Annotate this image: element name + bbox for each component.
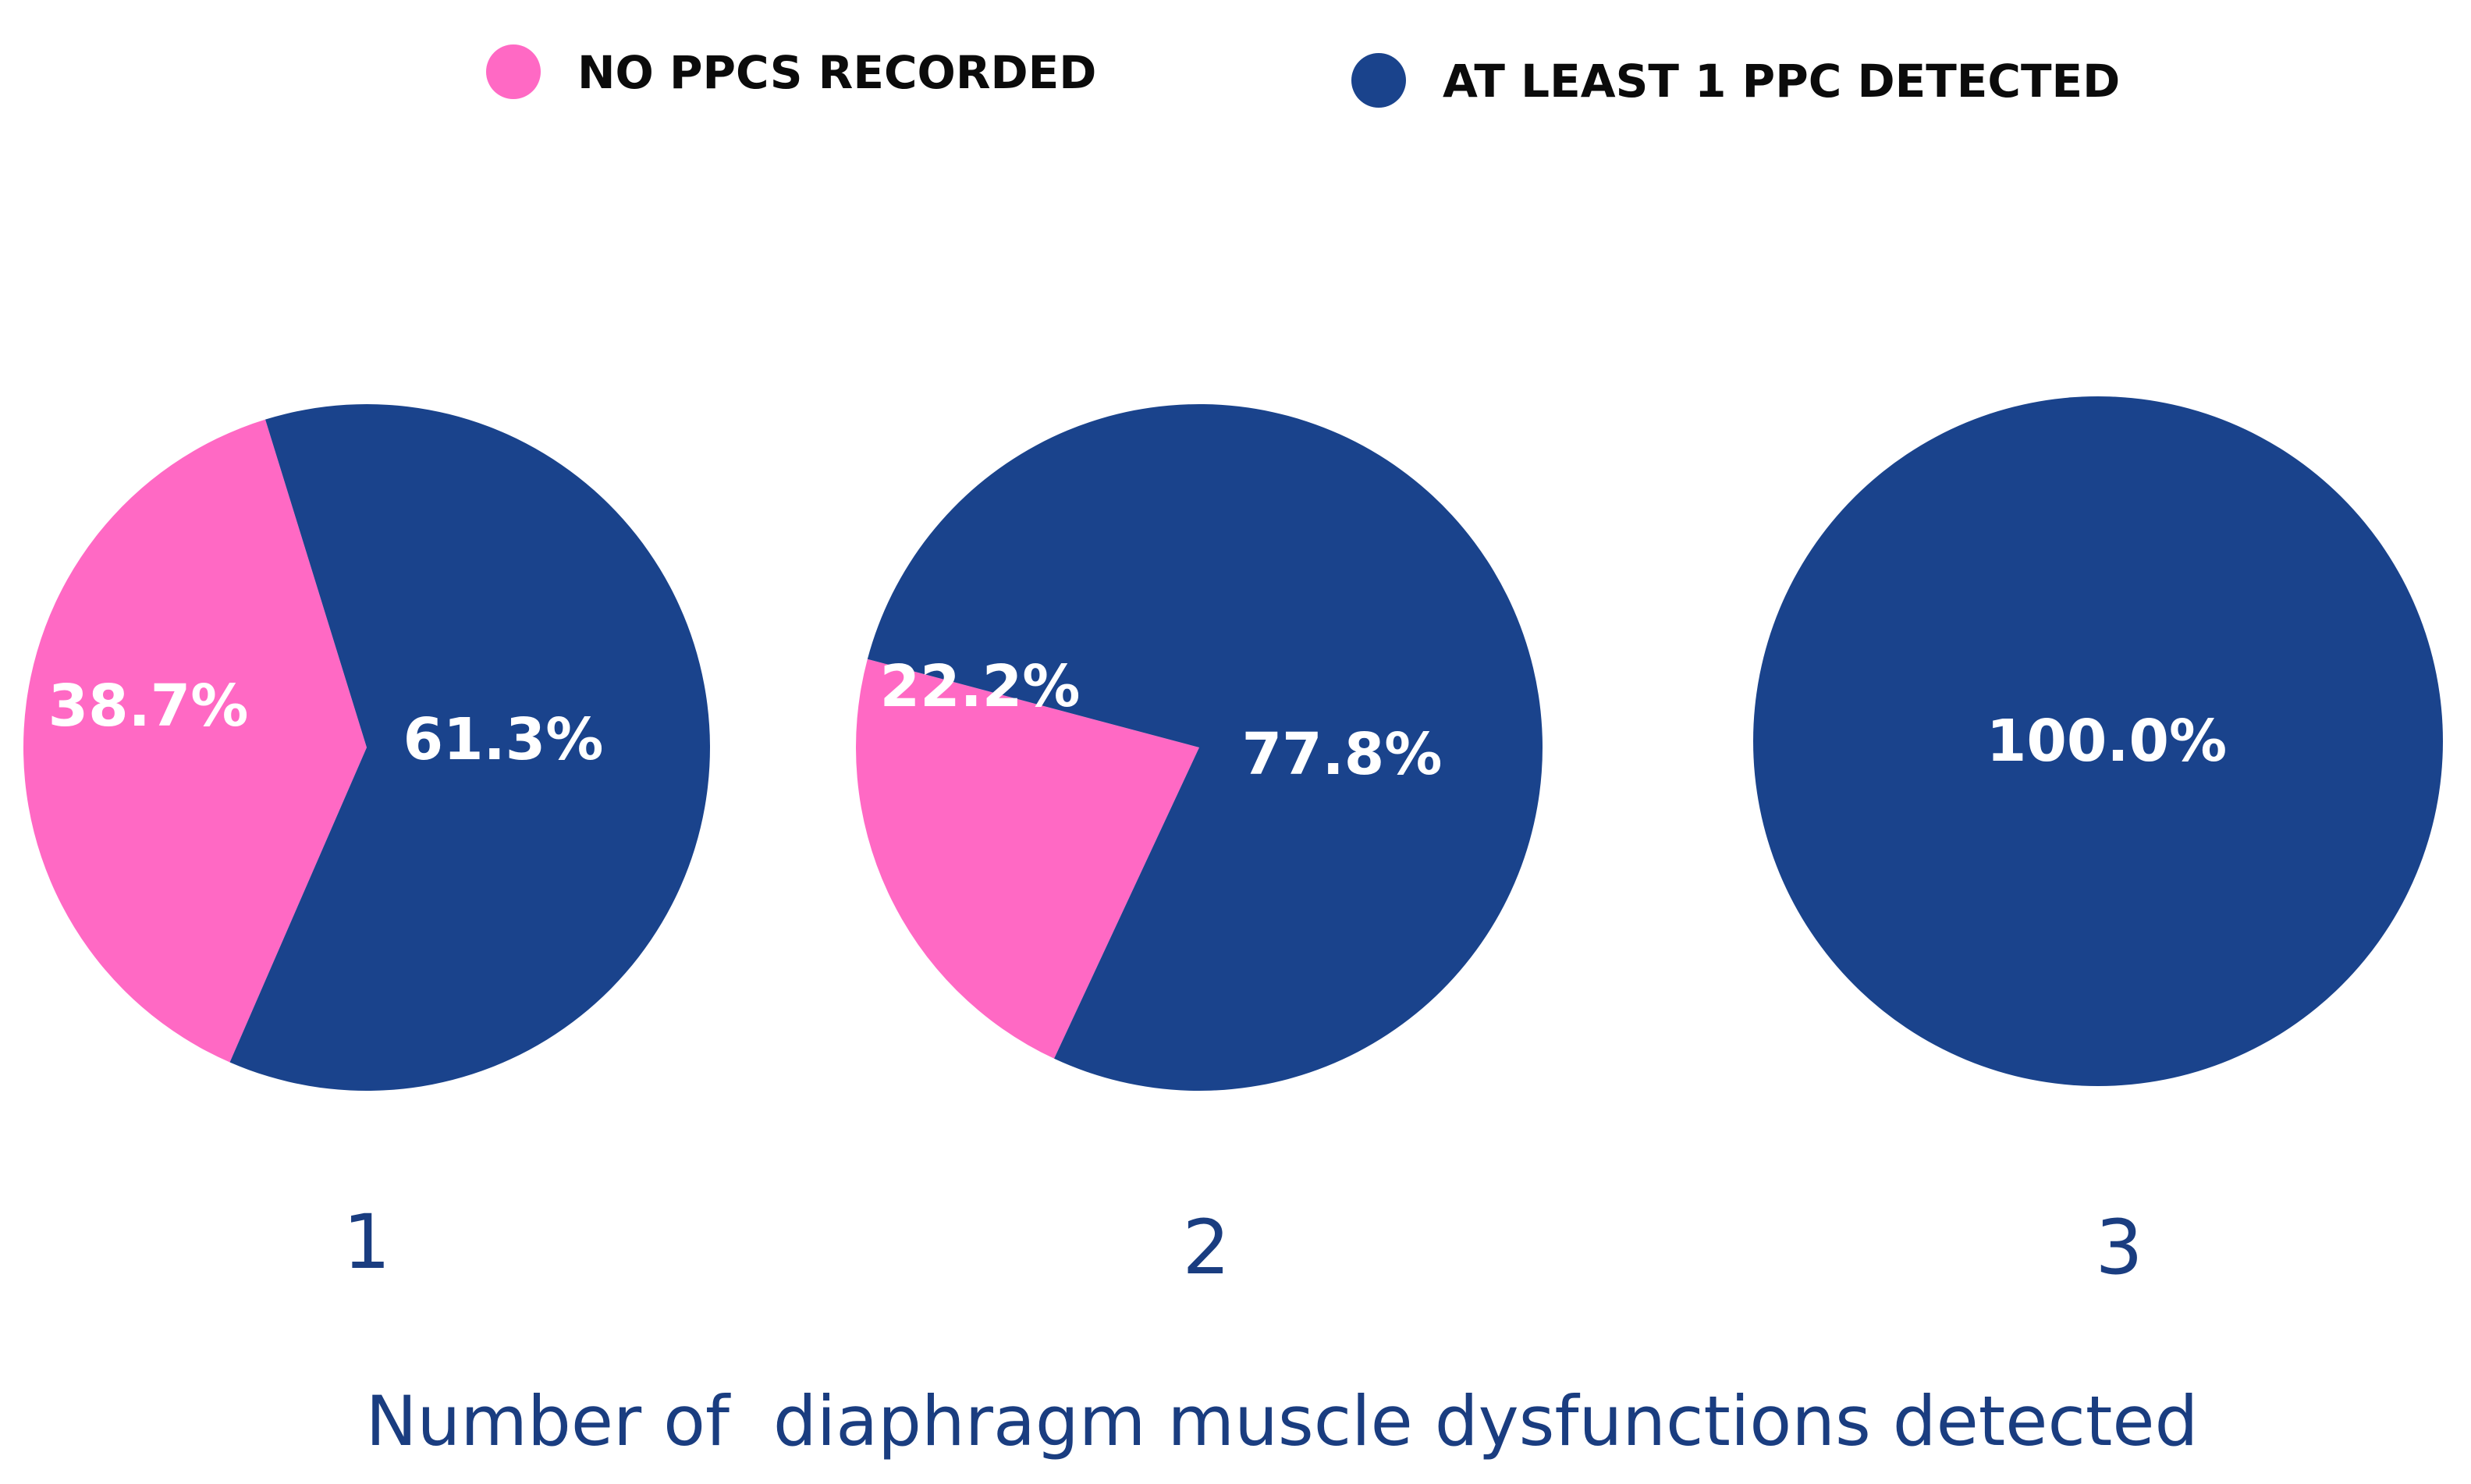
category-label-2: 2 <box>1182 1204 1230 1291</box>
pie-2-label-at-least-1-ppc: 77.8% <box>1242 721 1443 788</box>
legend-swatch-at-least-1-ppc <box>1351 53 1406 108</box>
pie-1-label-no-ppcs: 38.7% <box>48 673 249 740</box>
pie-1-label-at-least-1-ppc: 61.3% <box>403 706 604 773</box>
legend: NO PPCS RECORDED AT LEAST 1 PPC DETECTED <box>486 44 2120 108</box>
pie-3: 100.0% <box>1753 396 2443 1086</box>
category-label-1: 1 <box>343 1198 390 1286</box>
pie-1: 38.7% 61.3% <box>23 404 710 1092</box>
pie-2: 22.2% 77.8% <box>855 404 1543 1092</box>
pie-3-label-at-least-1-ppc: 100.0% <box>1986 708 2227 775</box>
pie-2-slice-at-least-1-ppc <box>867 404 1543 1092</box>
legend-swatch-no-ppcs <box>486 44 541 99</box>
pie-1-slice-at-least-1-ppc <box>229 404 710 1092</box>
pie-2-label-no-ppcs: 22.2% <box>880 653 1081 720</box>
category-labels: 1 2 3 <box>343 1198 2143 1291</box>
legend-label-at-least-1-ppc: AT LEAST 1 PPC DETECTED <box>1443 55 2120 108</box>
pie-1-slice-no-ppcs <box>23 419 367 1063</box>
pies: 38.7% 61.3% 22.2% 77.8% 100.0% <box>23 396 2443 1092</box>
category-label-3: 3 <box>2095 1204 2143 1291</box>
pie-2-slice-no-ppcs <box>855 659 1199 1059</box>
x-axis-title: Number of diaphragm muscle dysfunctions … <box>366 1381 2199 1461</box>
legend-label-no-ppcs: NO PPCS RECORDED <box>577 46 1096 99</box>
pie-3-slice-at-least-1-ppc <box>1753 396 2443 1086</box>
